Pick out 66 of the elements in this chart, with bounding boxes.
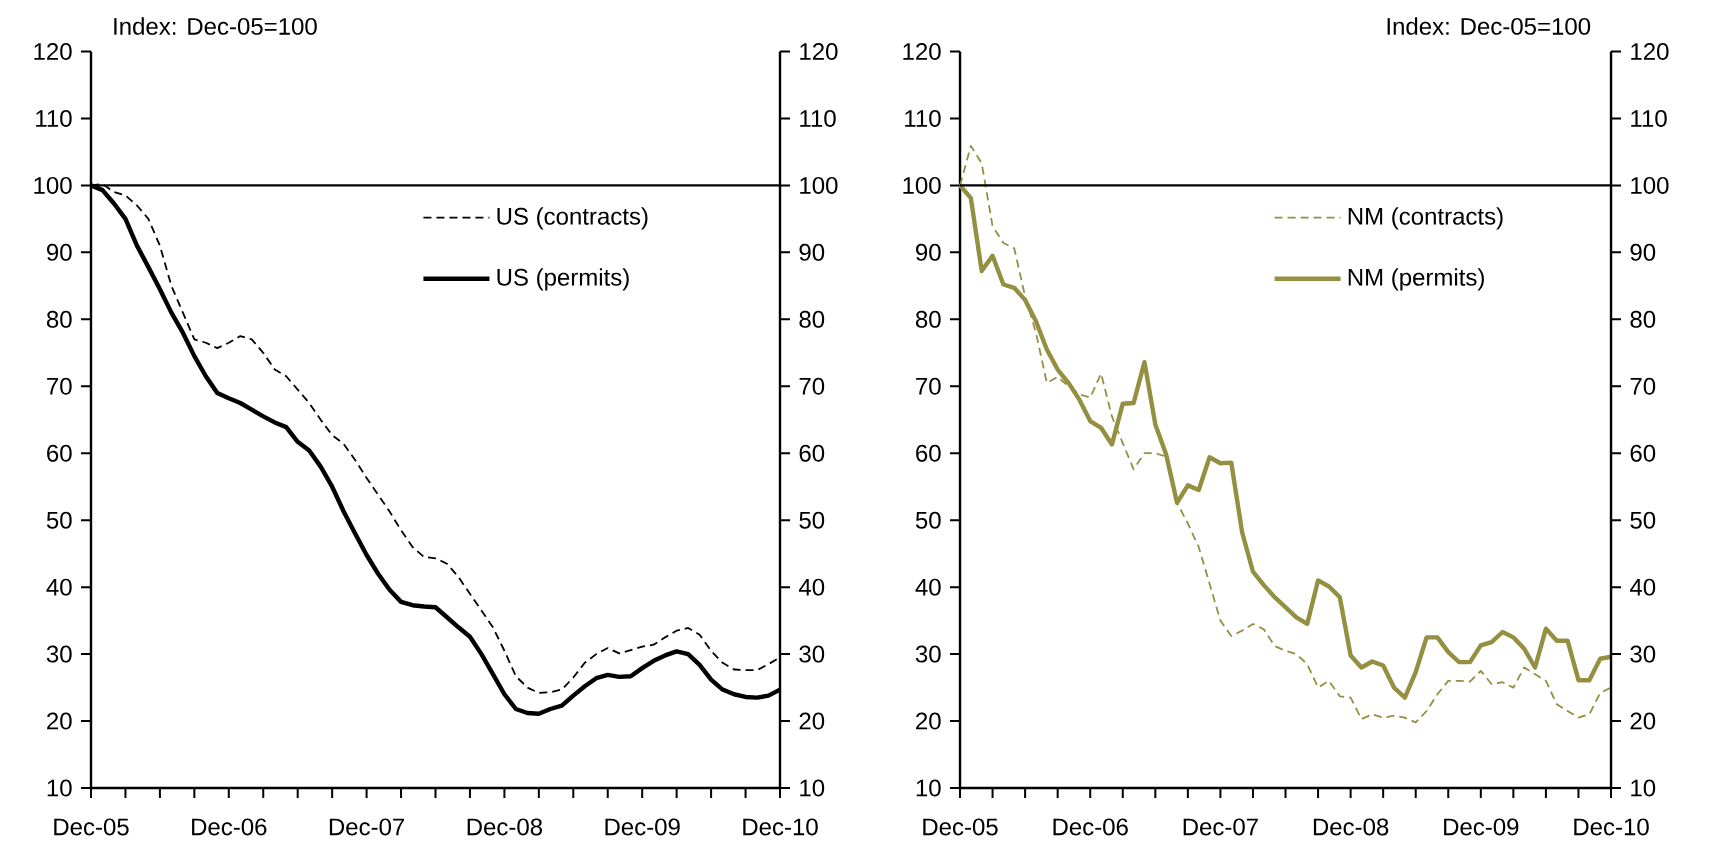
y2-tick-label: 90 [1630,243,1656,261]
y2-tick-label: 30 [799,645,825,663]
y2-tick-label: 50 [1630,511,1656,529]
y-tick-label: 110 [36,109,72,127]
x-tick-label: Dec-06 [1053,818,1128,836]
y2-tick-label: 110 [800,109,836,127]
y2-tick-label: 30 [1630,645,1656,663]
y-tick-label: 80 [46,310,72,328]
y-tick-label: 10 [916,779,941,797]
y-tick-label: 50 [46,511,72,529]
y2-tick-label: 100 [1631,176,1669,194]
y2-tick-label: 40 [798,578,825,596]
y2-tick-label: 120 [800,43,838,60]
y-tick-label: 20 [916,712,941,730]
y-tick-label: 40 [915,578,941,596]
legend-label: US (contracts) [497,207,648,230]
x-tick-label: Dec-09 [605,818,680,836]
y-tick-label: 70 [47,377,72,395]
x-tick-label: Dec-05 [54,818,129,836]
y-tick-label: 40 [46,578,72,596]
y2-tick-label: 10 [800,779,825,797]
x-tick-label: Dec-07 [1183,818,1258,836]
legend-label: US (permits) [497,268,629,291]
legend-label: NM (permits) [1348,268,1484,291]
y-tick-label: 100 [903,176,941,194]
y-tick-label: 80 [915,310,941,328]
y-tick-label: 60 [47,444,72,462]
y-tick-label: 30 [46,645,72,663]
y2-tick-label: 70 [799,377,825,395]
y-tick-label: 20 [47,712,72,730]
x-tick-label: Dec-10 [1574,818,1649,836]
x-tick-label: Dec-05 [923,818,998,836]
y-tick-label: 120 [903,43,941,60]
y2-tick-label: 100 [800,176,838,194]
y2-tick-label: 60 [1630,444,1656,462]
x-tick-label: Dec-10 [743,818,818,836]
y-tick-label: 30 [915,645,941,663]
y2-tick-label: 20 [799,712,825,730]
y2-tick-label: 40 [1629,578,1656,596]
y2-tick-label: 90 [799,243,825,261]
legend-label: NM (contracts) [1348,207,1503,230]
y-tick-label: 70 [916,377,941,395]
y2-tick-label: 120 [1631,43,1669,60]
y2-tick-label: 80 [1630,310,1656,328]
y-tick-label: 110 [905,109,941,127]
y-tick-label: 90 [916,243,941,261]
y-tick-label: 60 [916,444,941,462]
y-tick-label: 10 [47,779,72,797]
text: Index: Dec-05=100 [1387,17,1591,35]
y2-tick-label: 20 [1630,712,1656,730]
y-tick-label: 50 [915,511,941,529]
y2-tick-label: 50 [799,511,825,529]
x-tick-label: Dec-09 [1444,818,1519,836]
y2-tick-label: 10 [1631,779,1656,797]
x-tick-label: Dec-08 [467,818,543,836]
text: Index: Dec-05=100 [114,17,317,35]
y-tick-label: 100 [34,176,72,194]
y-tick-label: 90 [47,243,72,261]
y-tick-label: 120 [34,43,72,60]
y2-tick-label: 80 [799,310,825,328]
x-tick-label: Dec-06 [192,818,267,836]
y2-tick-label: 70 [1630,377,1656,395]
x-tick-label: Dec-08 [1313,818,1389,836]
y2-tick-label: 60 [799,444,825,462]
x-tick-label: Dec-07 [329,818,405,836]
y2-tick-label: 110 [1631,109,1667,127]
